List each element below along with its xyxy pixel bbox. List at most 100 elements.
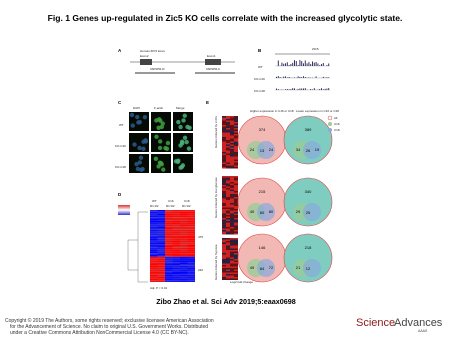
heat-cell: [165, 248, 173, 250]
track-bar: [323, 77, 324, 78]
track-bar: [287, 89, 288, 90]
heat-cell: [188, 271, 196, 273]
heat-cell: [173, 250, 181, 252]
heat-cell: [222, 124, 226, 126]
heat-cell: [234, 217, 238, 219]
heat-cell: [234, 206, 238, 208]
heat-cell: [234, 130, 238, 132]
heat-cell: [234, 205, 238, 207]
track-bar: [299, 60, 300, 66]
heat-cell: [230, 273, 234, 275]
heat-cell: [230, 134, 234, 136]
heat-cell: [222, 240, 226, 242]
heat-cell: [173, 260, 181, 262]
heat-cell: [234, 118, 238, 120]
heat-cell: [226, 181, 230, 183]
heat-cell: [180, 214, 188, 216]
track-bar: [321, 88, 322, 90]
heat-cell: [234, 146, 238, 148]
heat-cell: [165, 232, 173, 234]
heat-cell: [165, 215, 173, 217]
track-bar: [319, 65, 320, 66]
heat-cell: [226, 161, 230, 163]
heat-cell: [165, 262, 173, 264]
heat-cell: [226, 202, 230, 204]
cell: [176, 159, 180, 163]
heat-cell: [234, 166, 238, 168]
heat-cell: [226, 268, 230, 270]
track-bar: [294, 60, 295, 66]
heat-cell: [173, 257, 181, 259]
heat-cell: [222, 218, 226, 220]
rep-label: R1 R2: [182, 204, 191, 208]
heat-cell: [234, 181, 238, 183]
heat-cell: [230, 158, 234, 160]
heat-cell: [226, 212, 230, 214]
heat-cell: [226, 253, 230, 255]
venn-count: 25: [306, 210, 311, 215]
venn-count: 218: [305, 245, 312, 250]
col-header: Higher expression in C16 or C18: [250, 109, 294, 113]
heat-cell: [234, 233, 238, 235]
heat-cell: [150, 228, 158, 230]
heat-cell: [234, 264, 238, 266]
heat-cell: [226, 208, 230, 210]
heat-cell: [234, 265, 238, 267]
heat-cell: [222, 118, 226, 120]
heat-cell: [222, 217, 226, 219]
label: ZIC5: [312, 47, 319, 51]
heat-cell: [226, 158, 230, 160]
heat-cell: [222, 265, 226, 267]
heat-cell: [222, 196, 226, 198]
heat-cell: [226, 217, 230, 219]
heat-cell: [158, 259, 166, 261]
heat-cell: [226, 200, 230, 202]
heat-cell: [230, 190, 234, 192]
cell: [154, 118, 158, 122]
heat-cell: [234, 116, 238, 118]
track-bar: [281, 63, 282, 66]
heat-cell: [226, 193, 230, 195]
heat-cell: [230, 261, 234, 263]
heat-cell: [226, 127, 230, 129]
heat-cell: [230, 249, 234, 251]
heat-cell: [226, 184, 230, 186]
heat-cell: [222, 233, 226, 235]
heat-cell: [158, 262, 166, 264]
heat-cell: [226, 196, 230, 198]
heat-cell: [230, 193, 234, 195]
slide-title: Fig. 1 Genes up-regulated in Zic5 KO cel…: [48, 13, 403, 23]
heat-cell: [222, 241, 226, 243]
track-bar: [328, 77, 329, 78]
heat-cell: [173, 228, 181, 230]
heat-cell: [165, 217, 173, 219]
col-label: Merge: [176, 106, 185, 110]
heat-cell: [230, 148, 234, 150]
cell: [139, 156, 143, 160]
venn-count: 340: [305, 189, 312, 194]
heat-cell: [226, 139, 230, 141]
heat-cell: [180, 210, 188, 212]
heat-cell: [230, 243, 234, 245]
heat-cell: [222, 197, 226, 199]
cell: [135, 115, 139, 119]
heat-cell: [234, 152, 238, 154]
heat-cell: [234, 258, 238, 260]
heat-cell: [230, 131, 234, 133]
heat-cell: [188, 230, 196, 232]
heat-cell: [226, 145, 230, 147]
heat-cell: [180, 233, 188, 235]
track-bar: [326, 65, 327, 66]
heat-cell: [188, 277, 196, 279]
heat-cell: [226, 264, 230, 266]
heat-cell: [230, 262, 234, 264]
heat-cell: [230, 253, 234, 255]
legend-swatch: [328, 116, 332, 120]
heat-cell: [230, 166, 234, 168]
heat-cell: [173, 215, 181, 217]
heat-cell: [234, 200, 238, 202]
copyright-line: under a Creative Commons Attribution Non…: [10, 330, 189, 336]
heat-cell: [222, 145, 226, 147]
heat-cell: [150, 226, 158, 228]
heat-cell: [222, 264, 226, 266]
